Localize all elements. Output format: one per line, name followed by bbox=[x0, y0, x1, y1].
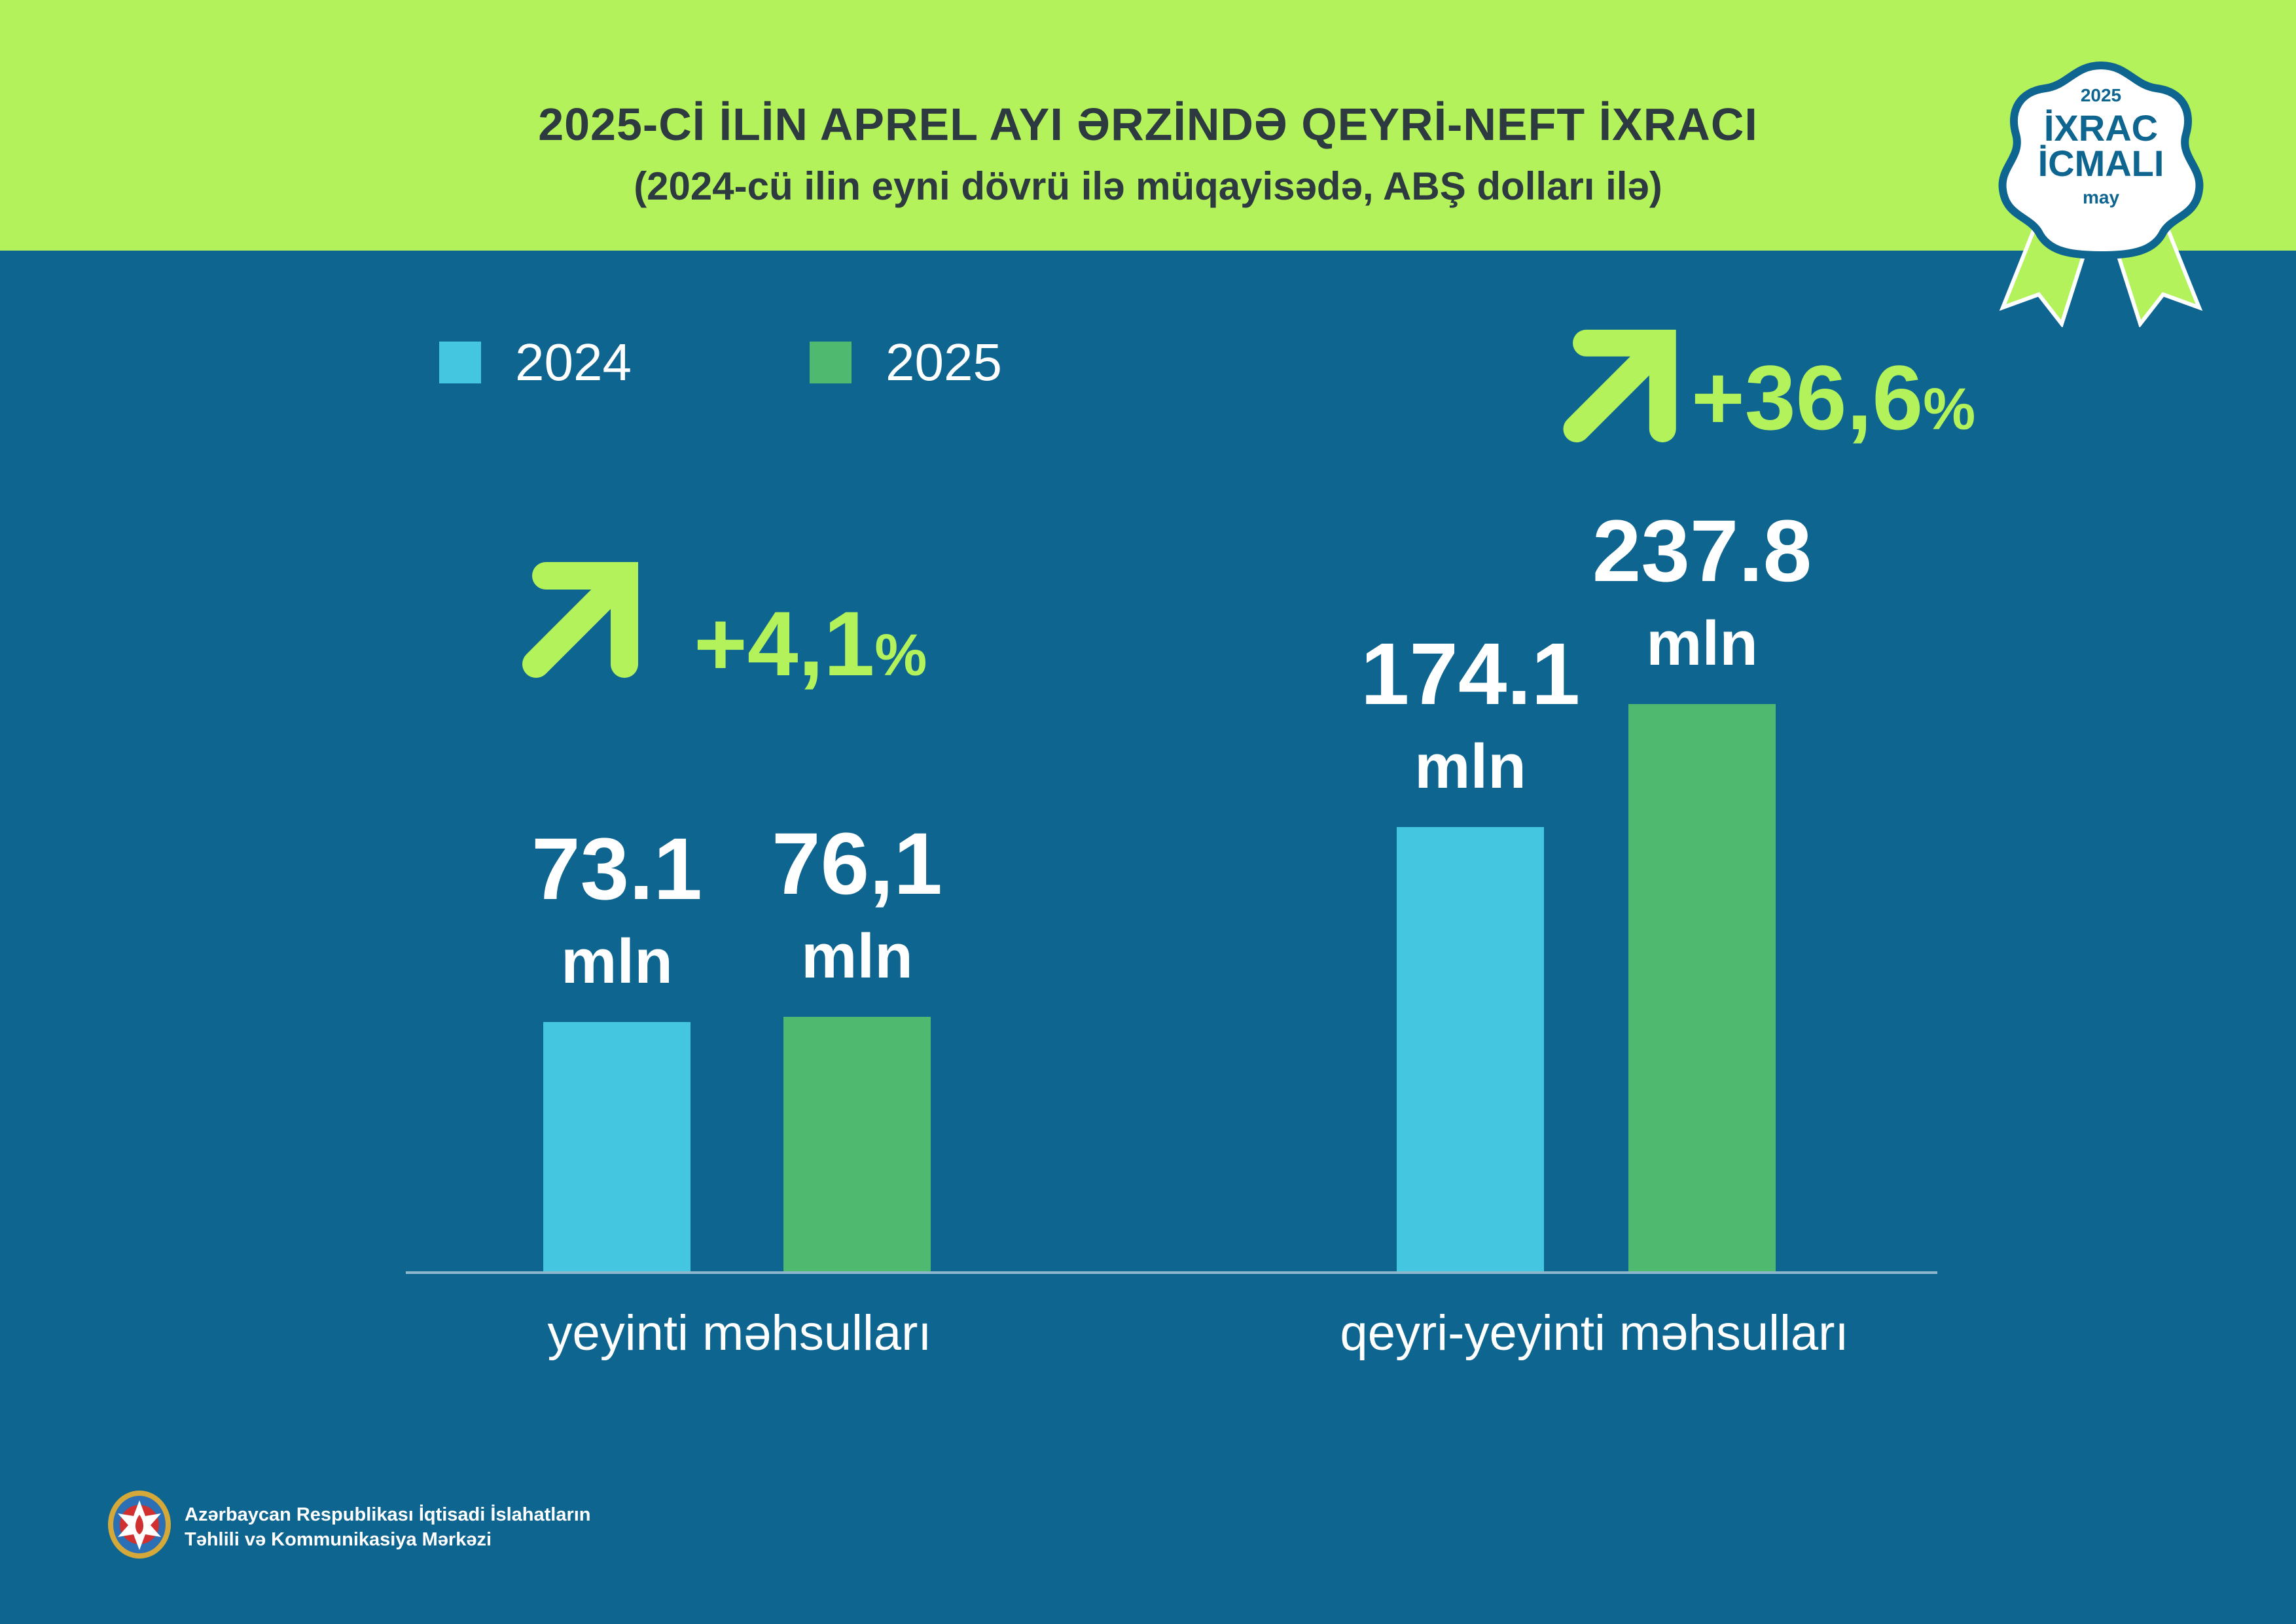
arrow-up-right-icon bbox=[1563, 329, 1676, 443]
data-label-value: 73.1 bbox=[531, 821, 702, 919]
legend-swatch-2024 bbox=[439, 342, 481, 383]
page-title: 2025-Cİ İLİN APREL AYI ƏRZİNDƏ QEYRİ-NEF… bbox=[538, 99, 1758, 150]
data-label-unit: mln bbox=[1646, 609, 1758, 679]
ribbon-badge-icon bbox=[1998, 61, 2204, 328]
data-label-value: 237.8 bbox=[1592, 503, 1812, 601]
data-label-value: 174.1 bbox=[1360, 626, 1581, 724]
badge-line1: İXRAC bbox=[2043, 107, 2159, 149]
data-label-value: 76,1 bbox=[772, 815, 942, 913]
legend-swatch-2025 bbox=[810, 342, 852, 383]
change-food: +4,1% bbox=[694, 598, 927, 701]
percent-sign: % bbox=[874, 623, 927, 688]
legend-label-2025: 2025 bbox=[886, 333, 1002, 391]
badge: 2025 İXRAC İCMALI may bbox=[1990, 59, 2212, 328]
legend-label-2024: 2024 bbox=[515, 333, 632, 391]
change-nonfood-value: +36,6 bbox=[1691, 346, 1924, 449]
bar-2025-1 bbox=[1628, 704, 1776, 1272]
badge-line2: İCMALI bbox=[2037, 143, 2164, 184]
badge-year: 2025 bbox=[2080, 85, 2122, 105]
bar-2024-0 bbox=[543, 1022, 691, 1272]
change-food-value: +4,1 bbox=[694, 592, 875, 695]
org-line-1: Azərbaycan Respublikası İqtisadi İslahat… bbox=[185, 1504, 591, 1525]
arrow-up-right-icon bbox=[522, 562, 638, 678]
page-subtitle: (2024-cü ilin eyni dövrü ilə müqayisədə,… bbox=[634, 164, 1662, 208]
data-label-unit: mln bbox=[561, 927, 673, 997]
bar-2024-1 bbox=[1397, 827, 1544, 1272]
category-label-food: yeyinti məhsulları bbox=[547, 1305, 932, 1361]
category-label-nonfood: qeyri-yeyinti məhsulları bbox=[1340, 1305, 1849, 1361]
data-label-unit: mln bbox=[1414, 732, 1526, 802]
org-line-2: Təhlili və Kommunikasiya Mərkəzi bbox=[185, 1529, 492, 1550]
organization-name: Azərbaycan Respublikası İqtisadi İslahat… bbox=[185, 1502, 591, 1552]
bar-2025-0 bbox=[783, 1016, 931, 1272]
state-emblem-icon bbox=[108, 1491, 171, 1559]
change-nonfood: +36,6% bbox=[1691, 352, 1975, 455]
header-banner bbox=[0, 0, 2296, 251]
data-label-unit: mln bbox=[801, 921, 913, 991]
baseline-axis bbox=[406, 1271, 1937, 1274]
badge-month: may bbox=[2082, 187, 2120, 207]
percent-sign: % bbox=[1923, 377, 1976, 442]
